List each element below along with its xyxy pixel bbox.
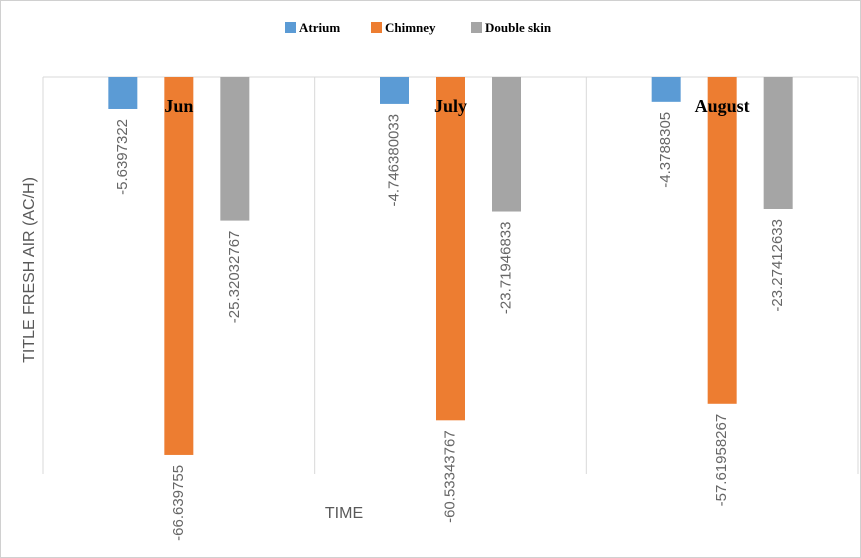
- bar: [436, 77, 465, 421]
- data-label: -60.53343767: [441, 430, 458, 523]
- data-label: -5.6397322: [114, 119, 131, 195]
- x-axis-title: TIME: [325, 505, 363, 522]
- bar: [220, 77, 250, 221]
- category-label: Jun: [164, 96, 193, 116]
- data-label: -4.746380033: [385, 114, 402, 207]
- data-label: -66.639755: [170, 465, 187, 541]
- data-label: -57.61958267: [713, 414, 730, 507]
- legend-label: Chimney: [385, 20, 436, 35]
- legend-swatch: [471, 22, 482, 33]
- data-label: -23.27412633: [769, 219, 786, 312]
- category-label: July: [434, 96, 467, 116]
- bar: [380, 77, 409, 104]
- bar: [651, 77, 681, 102]
- legend-swatch: [285, 22, 296, 33]
- bar: [763, 77, 793, 209]
- bar: [164, 77, 194, 455]
- legend-swatch: [371, 22, 382, 33]
- bar: [108, 77, 138, 109]
- bar: [707, 77, 737, 404]
- bar: [492, 77, 521, 212]
- data-label: -23.71946833: [497, 222, 514, 315]
- legend-label: Double skin: [485, 20, 552, 35]
- category-label: August: [695, 96, 750, 116]
- legend-label: Atrium: [299, 20, 340, 35]
- data-label: -4.3788305: [657, 112, 674, 188]
- data-label: -25.32032767: [226, 231, 243, 324]
- y-axis-title: TITLE FRESH AIR (AC/H): [21, 177, 38, 363]
